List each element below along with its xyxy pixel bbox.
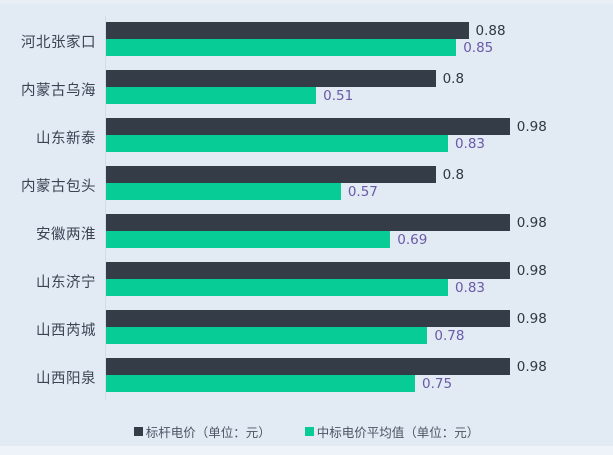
bar-fill xyxy=(106,183,341,200)
chart-row: 内蒙古乌海 0.8 0.51 xyxy=(0,64,613,114)
category-label: 山东济宁 xyxy=(36,274,96,291)
bar-benchmark-price[interactable]: 0.88 xyxy=(106,22,506,39)
top-band xyxy=(0,0,613,4)
bar-fill xyxy=(106,231,391,248)
bar-fill xyxy=(106,327,428,344)
bar-average-winning-price[interactable]: 0.78 xyxy=(106,327,464,344)
bar-benchmark-price[interactable]: 0.98 xyxy=(106,310,547,327)
bar-average-winning-price[interactable]: 0.83 xyxy=(106,279,485,296)
bar-average-winning-price[interactable]: 0.69 xyxy=(106,231,427,248)
bar-value-average: 0.57 xyxy=(347,183,378,200)
bar-average-winning-price[interactable]: 0.57 xyxy=(106,183,378,200)
bar-value-benchmark: 0.98 xyxy=(516,214,547,231)
legend-item-benchmark-price[interactable]: 标杆电价（单位：元） xyxy=(133,422,271,441)
bar-value-average: 0.75 xyxy=(422,375,453,392)
bar-value-average: 0.78 xyxy=(434,327,465,344)
bar-fill xyxy=(106,87,317,104)
bar-value-average: 0.51 xyxy=(323,87,354,104)
category-label: 山西芮城 xyxy=(36,322,96,339)
bar-average-winning-price[interactable]: 0.75 xyxy=(106,375,452,392)
category-label: 内蒙古乌海 xyxy=(21,82,96,99)
bar-fill xyxy=(106,166,436,183)
bar-fill xyxy=(106,39,457,56)
chart-row: 内蒙古包头 0.8 0.57 xyxy=(0,160,613,210)
category-label: 河北张家口 xyxy=(21,34,96,51)
bar-fill xyxy=(106,22,469,39)
bar-value-benchmark: 0.8 xyxy=(442,70,465,87)
bar-fill xyxy=(106,358,510,375)
bar-average-winning-price[interactable]: 0.83 xyxy=(106,135,485,152)
legend-swatch-icon-benchmark xyxy=(133,427,143,436)
bar-benchmark-price[interactable]: 0.8 xyxy=(106,166,464,183)
bar-benchmark-price[interactable]: 0.98 xyxy=(106,262,547,279)
bar-benchmark-price[interactable]: 0.98 xyxy=(106,358,547,375)
bar-fill xyxy=(106,262,510,279)
chart-row: 安徽两淮 0.98 0.69 xyxy=(0,208,613,258)
bar-benchmark-price[interactable]: 0.8 xyxy=(106,70,464,87)
bottom-band xyxy=(0,446,613,455)
bar-fill xyxy=(106,310,510,327)
bar-average-winning-price[interactable]: 0.85 xyxy=(106,39,493,56)
bar-benchmark-price[interactable]: 0.98 xyxy=(106,118,547,135)
chart-row: 山西阳泉 0.98 0.75 xyxy=(0,352,613,402)
bar-benchmark-price[interactable]: 0.98 xyxy=(106,214,547,231)
bar-fill xyxy=(106,135,448,152)
legend-label-benchmark: 标杆电价（单位：元） xyxy=(145,425,271,440)
bar-value-benchmark: 0.88 xyxy=(475,22,506,39)
chart-row: 山东济宁 0.98 0.83 xyxy=(0,256,613,306)
plot-area: 河北张家口 0.88 0.85 内蒙古乌海 0.8 0.51 山东新泰 0.98 0.83 内蒙古… xyxy=(0,16,613,402)
category-label: 山西阳泉 xyxy=(36,370,96,387)
bar-value-benchmark: 0.98 xyxy=(516,118,547,135)
chart-row: 山东新泰 0.98 0.83 xyxy=(0,112,613,162)
legend-item-average-winning-price[interactable]: 中标电价平均值（单位：元） xyxy=(304,422,480,441)
bar-value-average: 0.83 xyxy=(454,279,486,296)
bar-fill xyxy=(106,279,448,296)
chart-row: 河北张家口 0.88 0.85 xyxy=(0,16,613,66)
legend-label-average: 中标电价平均值（单位：元） xyxy=(316,425,480,440)
bar-fill xyxy=(106,70,436,87)
category-label: 安徽两淮 xyxy=(36,226,96,243)
bar-value-benchmark: 0.98 xyxy=(516,262,547,279)
bar-value-average: 0.69 xyxy=(397,231,428,248)
category-label: 内蒙古包头 xyxy=(21,178,96,195)
bar-value-average: 0.83 xyxy=(454,135,486,152)
category-label: 山东新泰 xyxy=(36,130,96,147)
bar-value-benchmark: 0.98 xyxy=(516,310,547,327)
legend-swatch-icon-average xyxy=(304,427,314,436)
bar-value-average: 0.85 xyxy=(463,39,494,56)
bar-fill xyxy=(106,214,510,231)
chart-row: 山西芮城 0.98 0.78 xyxy=(0,304,613,354)
bar-fill xyxy=(106,375,415,392)
bar-value-benchmark: 0.8 xyxy=(442,166,465,183)
bar-fill xyxy=(106,118,510,135)
bar-value-benchmark: 0.98 xyxy=(516,358,547,375)
bar-average-winning-price[interactable]: 0.51 xyxy=(106,87,353,104)
chart-legend: 标杆电价（单位：元） 中标电价平均值（单位：元） xyxy=(0,422,613,441)
category-axis-line xyxy=(105,16,106,400)
